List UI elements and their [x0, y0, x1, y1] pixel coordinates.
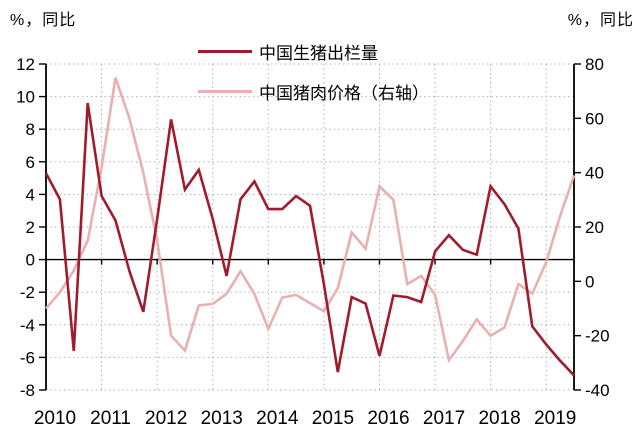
left-tick-label: 6	[26, 153, 35, 172]
left-tick-label: -8	[20, 381, 35, 400]
x-year-label: 2013	[201, 408, 243, 429]
x-year-label: 2017	[423, 408, 465, 429]
right-tick-label: 60	[585, 109, 604, 128]
x-year-label: 2016	[367, 408, 409, 429]
left-tick-label: 10	[16, 88, 35, 107]
left-tick-label: 2	[26, 218, 35, 237]
series-line-pork-price	[45, 77, 576, 364]
left-tick-label: -2	[20, 283, 35, 302]
slaughter-line-swatch	[198, 50, 252, 53]
x-year-label: 2014	[256, 408, 299, 429]
pork-price-line-swatch	[198, 90, 252, 93]
left-tick-label: 0	[26, 251, 35, 270]
right-axis-title: %，同比	[567, 12, 634, 29]
left-tick-label: 8	[26, 120, 35, 139]
right-tick-label: 20	[585, 218, 604, 237]
left-tick-label: -4	[20, 316, 35, 335]
left-tick-label: 12	[16, 55, 35, 74]
x-year-label: 2011	[90, 408, 131, 429]
legend-label-slaughter: 中国生猪出栏量	[259, 44, 378, 63]
right-tick-label: -20	[585, 327, 610, 346]
series-line-slaughter	[44, 102, 575, 377]
x-year-label: 2019	[534, 408, 576, 429]
x-year-label: 2012	[145, 408, 187, 429]
x-year-label: 2010	[34, 408, 76, 429]
right-tick-label: 0	[585, 272, 594, 291]
right-tick-label: 80	[585, 55, 604, 74]
right-tick-label: 40	[585, 164, 604, 183]
left-axis-title: %，同比	[10, 12, 77, 29]
x-year-label: 2015	[312, 408, 354, 429]
legend-item-slaughter: 中国生猪出栏量	[198, 39, 378, 64]
right-tick-label: -40	[585, 381, 610, 400]
x-year-label: 2018	[478, 408, 520, 429]
left-tick-label: -6	[20, 348, 35, 367]
legend-label-pork-price: 中国猪肉价格（右轴）	[259, 84, 429, 103]
legend-item-pork-price: 中国猪肉价格（右轴）	[198, 79, 429, 104]
left-tick-label: 4	[26, 185, 35, 204]
